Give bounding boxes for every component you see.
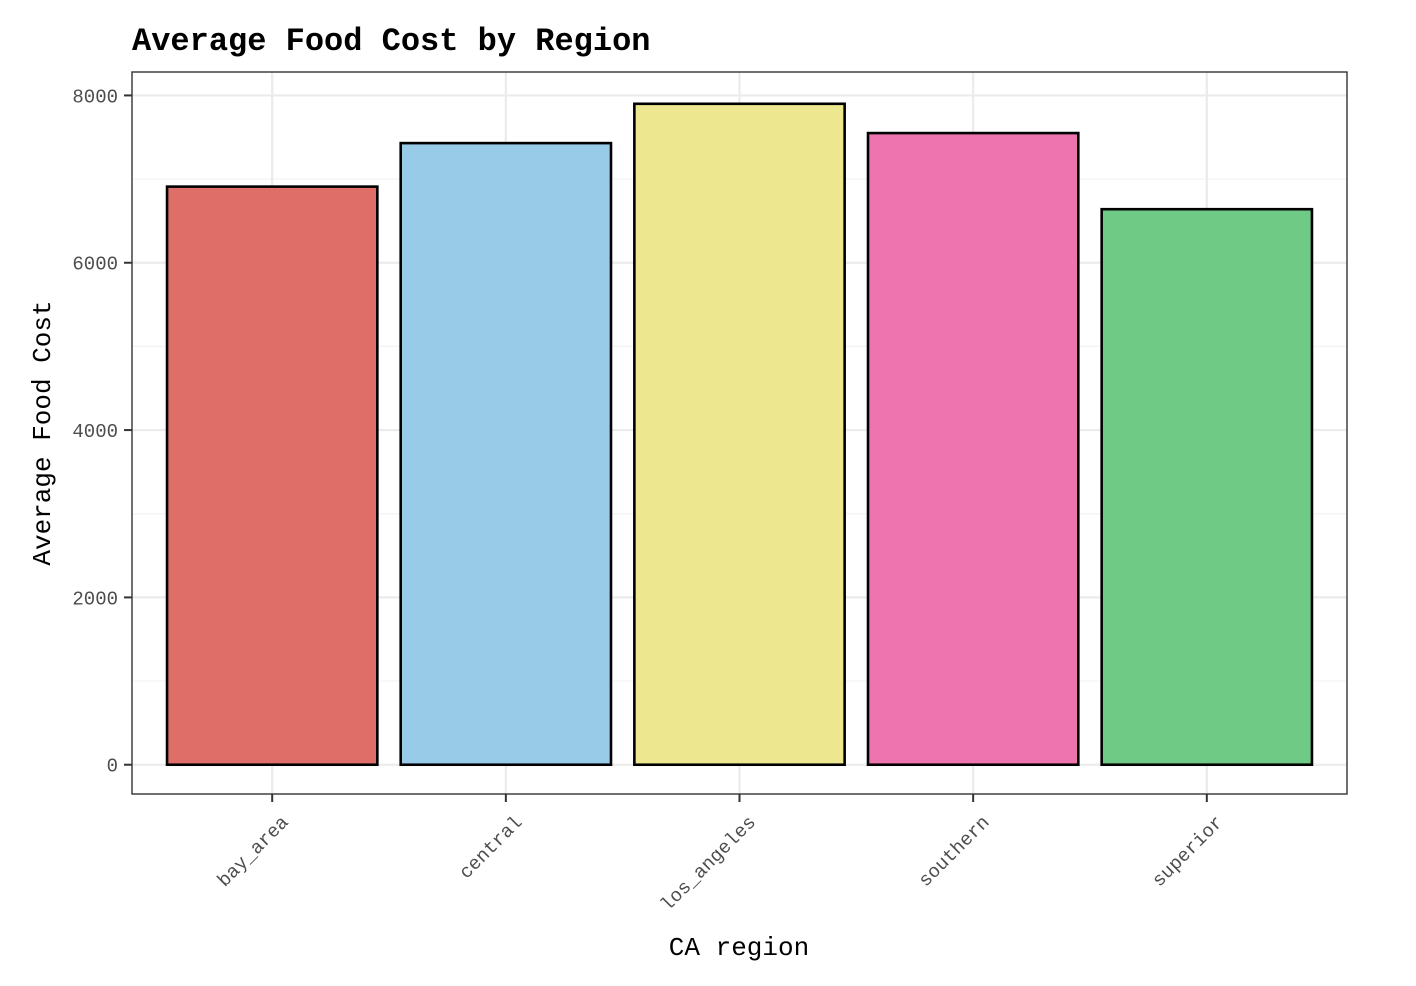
x-tick-label: southern xyxy=(914,812,994,892)
bar-superior xyxy=(1100,207,1314,767)
y-tick-label: 2000 xyxy=(72,588,118,610)
bars xyxy=(165,102,1314,767)
chart-title: Average Food Cost by Region xyxy=(132,23,650,60)
x-tick-label: bay_area xyxy=(213,812,293,892)
x-axis: bay_area central los_angeles southern superi… xyxy=(213,794,1228,916)
y-tick-label: 6000 xyxy=(72,254,118,276)
x-tick-label: central xyxy=(455,812,527,884)
x-tick-label: superior xyxy=(1148,812,1228,892)
x-axis-title: CA region xyxy=(669,933,809,963)
x-tick-label: los_angeles xyxy=(657,812,761,916)
y-axis-title: Average Food Cost xyxy=(28,300,58,565)
bar-southern xyxy=(866,131,1080,767)
y-tick-label: 4000 xyxy=(72,421,118,443)
y-tick-label: 0 xyxy=(107,756,118,778)
y-axis: 0 2000 4000 6000 8000 xyxy=(72,86,132,778)
bar-bay_area xyxy=(165,185,379,767)
bar-central xyxy=(399,141,613,767)
bar-los_angeles xyxy=(633,102,846,767)
y-tick-label: 8000 xyxy=(72,86,118,108)
